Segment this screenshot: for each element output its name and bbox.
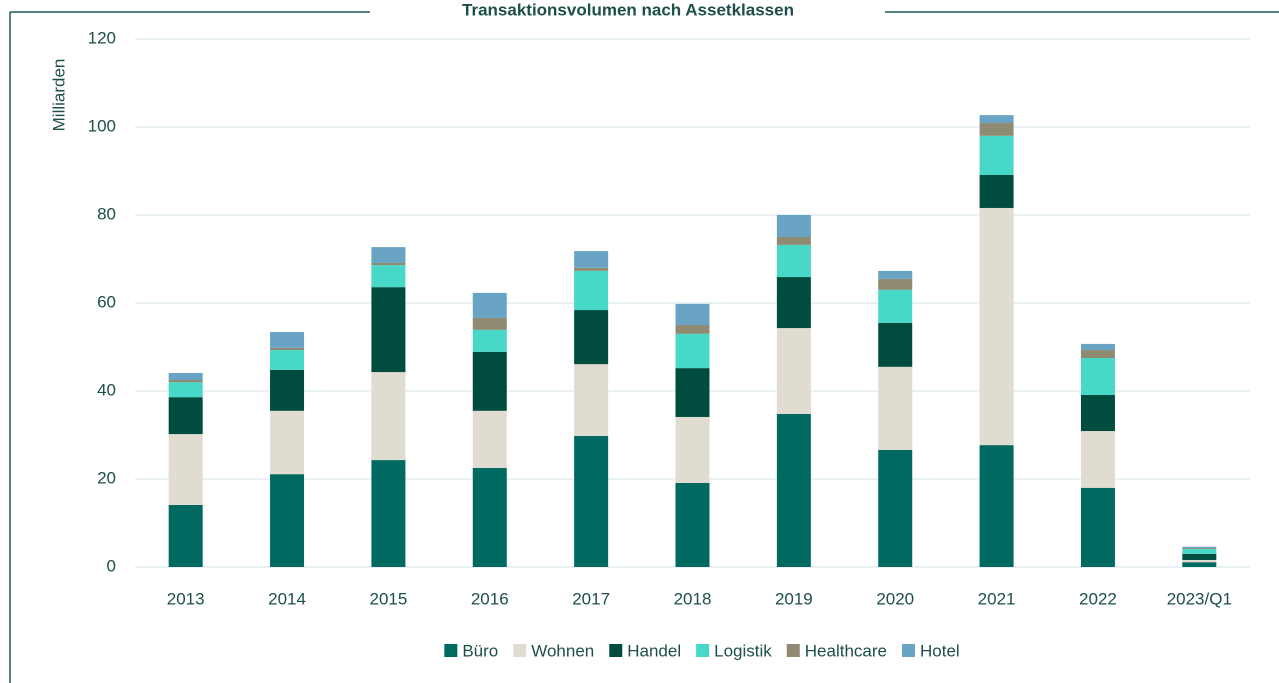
bar-segment <box>574 364 609 436</box>
bar-segment <box>776 277 811 329</box>
bar-segment <box>776 328 811 414</box>
bar-segment <box>979 115 1014 124</box>
bar-segment <box>675 416 710 483</box>
bar-segment <box>574 270 609 311</box>
bar-segment <box>168 372 203 380</box>
bar-segment <box>472 351 507 411</box>
legend-swatch <box>786 644 800 657</box>
bar-segment <box>472 317 507 330</box>
bar-segment <box>168 504 203 567</box>
bar-segment <box>776 237 811 245</box>
x-tick-label: 2016 <box>471 589 509 608</box>
bar-segment <box>979 174 1014 208</box>
x-tick-label: 2019 <box>775 589 813 608</box>
bar-segment <box>270 410 305 475</box>
bar-segment <box>1182 546 1217 549</box>
bar-segment <box>270 474 305 567</box>
bar-segment <box>776 413 811 567</box>
bar-segment <box>675 333 710 369</box>
legend-label: Healthcare <box>805 641 887 660</box>
bar-segment <box>168 397 203 435</box>
legend-swatch <box>696 644 710 657</box>
bar-segment <box>979 123 1014 136</box>
legend-swatch <box>444 644 458 657</box>
legend-swatch <box>901 644 915 657</box>
bar-segment <box>878 322 913 367</box>
bar-segment <box>472 292 507 318</box>
bar-segment <box>371 247 406 263</box>
bar-segment <box>675 482 710 567</box>
bar-segment <box>371 372 406 461</box>
bar-segment <box>1080 343 1115 351</box>
bar-segment <box>1182 548 1217 554</box>
bar-segment <box>1080 394 1115 432</box>
bar-segment <box>979 135 1014 175</box>
x-tick-label: 2023/Q1 <box>1167 589 1232 608</box>
x-tick-label: 2018 <box>674 589 712 608</box>
bar-segment <box>371 262 406 266</box>
y-tick-label: 80 <box>97 204 116 223</box>
bar-segment <box>270 369 305 411</box>
bar-segment <box>168 380 203 383</box>
bar-segment <box>168 434 203 505</box>
bar-segment <box>675 303 710 325</box>
y-tick-label: 20 <box>97 468 116 487</box>
y-tick-label: 60 <box>97 292 116 311</box>
y-axis-label: Milliarden <box>49 59 68 132</box>
legend-swatch <box>609 644 623 657</box>
bar-segment <box>1080 431 1115 488</box>
bar-segment <box>878 278 913 290</box>
x-tick-label: 2021 <box>978 589 1016 608</box>
legend-swatch <box>513 644 527 657</box>
legend-label: Wohnen <box>531 641 594 660</box>
bar-segment <box>472 329 507 352</box>
bar-segment <box>574 267 609 271</box>
bar-segment <box>574 435 609 567</box>
x-tick-label: 2020 <box>876 589 914 608</box>
bar-segment <box>979 207 1014 446</box>
bar-segment <box>168 382 203 398</box>
x-tick-label: 2017 <box>572 589 610 608</box>
bar-segment <box>776 215 811 237</box>
bar-segment <box>878 270 913 279</box>
bar-segment <box>1182 548 1217 549</box>
bar-segment <box>675 325 710 334</box>
bar-segment <box>371 287 406 373</box>
bar-segment <box>371 460 406 567</box>
bar-segment <box>878 289 913 323</box>
legend-label: Büro <box>462 641 498 660</box>
x-tick-label: 2022 <box>1079 589 1117 608</box>
bar-segment <box>371 265 406 288</box>
y-tick-label: 120 <box>88 28 116 47</box>
bar-segment <box>1182 559 1217 563</box>
bar-segment <box>878 366 913 450</box>
bar-segment <box>270 347 305 351</box>
bar-segment <box>270 332 305 348</box>
bar-segment <box>574 251 609 268</box>
x-tick-label: 2013 <box>167 589 205 608</box>
bar-segment <box>472 410 507 468</box>
bar-segment <box>675 368 710 417</box>
bar-segment <box>1080 350 1115 358</box>
legend-label: Handel <box>627 641 681 660</box>
bar-segment <box>472 468 507 567</box>
bar-segment <box>270 350 305 370</box>
chart-title: Transaktionsvolumen nach Assetklassen <box>462 0 794 19</box>
bar-segment <box>574 310 609 365</box>
y-tick-label: 100 <box>88 116 116 135</box>
bar-segment <box>1182 562 1217 567</box>
bar-segment <box>1080 358 1115 395</box>
legend-label: Logistik <box>714 641 772 660</box>
bar-segment <box>878 449 913 567</box>
y-tick-label: 40 <box>97 380 116 399</box>
legend-label: Hotel <box>920 641 960 660</box>
x-tick-label: 2014 <box>268 589 306 608</box>
bar-segment <box>1182 553 1217 560</box>
bar-segment <box>776 244 811 278</box>
bar-segment <box>979 445 1014 567</box>
y-tick-label: 0 <box>107 556 116 575</box>
bar-segment <box>1080 487 1115 567</box>
x-tick-label: 2015 <box>369 589 407 608</box>
